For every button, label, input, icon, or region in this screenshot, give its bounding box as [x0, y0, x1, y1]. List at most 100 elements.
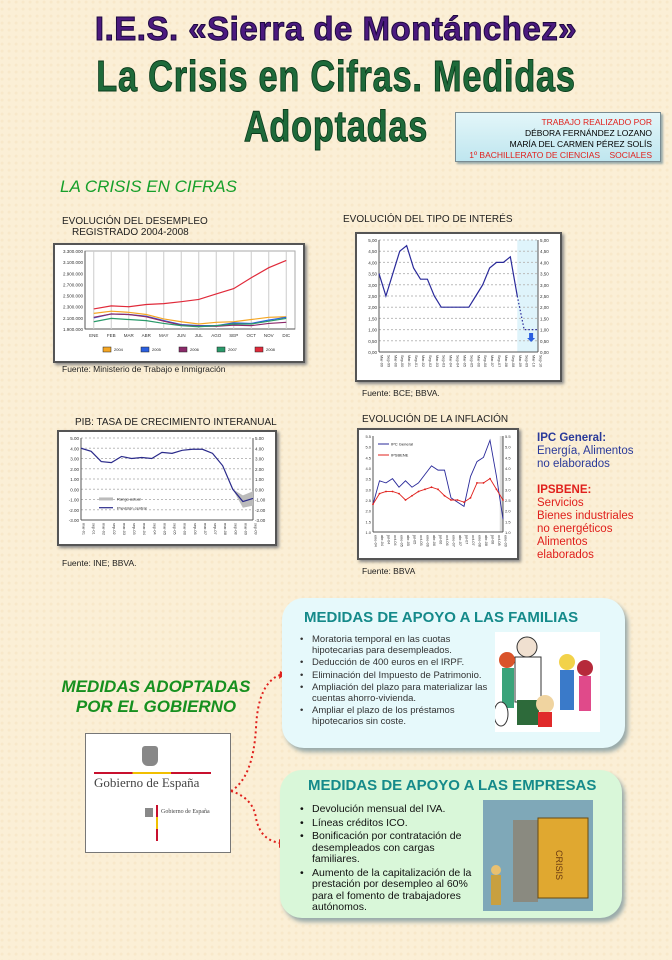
data-point	[450, 499, 452, 501]
y-tick-label-right: -3.00	[255, 518, 266, 523]
list-item: Bonificación por contratación de desempl…	[300, 830, 485, 866]
x-tick-label: sep-01	[92, 523, 96, 535]
x-tick-label: sep-02	[112, 523, 116, 535]
legend-swatch	[254, 346, 264, 353]
y-tick-label-right: 2,00	[540, 305, 549, 310]
y-tick-label-right: 2.0	[505, 509, 511, 514]
government-heading: MEDIDAS ADOPTADAS POR EL GOBIERNO	[50, 677, 262, 717]
inflation-chart: 5.5 5.5 5.0 5.0 4.5 4.5 4.0 4.0 3.5 3.5 3.0 3.0 2.5 2…	[357, 428, 519, 560]
credits-box: TRABAJO REALIZADO POR DÉBORA FERNÁNDEZ L…	[455, 112, 661, 162]
legend-label: 2008	[266, 347, 276, 352]
x-tick-label: Mar-08	[504, 355, 508, 367]
y-tick-label: 2.5	[365, 498, 371, 503]
x-tick-label: Sep-09	[525, 355, 529, 367]
series-line-2007	[93, 317, 287, 328]
y-tick-label-right: 4.0	[505, 466, 511, 471]
x-tick-label: oct-08	[497, 535, 501, 546]
y-tick-label: 4,50	[368, 249, 377, 254]
x-tick-label: sep-04	[152, 523, 156, 535]
list-item: Devolución mensual del IVA.	[300, 803, 485, 816]
legend-swatch	[102, 346, 112, 353]
ipsbene-title: IPSBENE:	[537, 484, 592, 496]
y-tick-label: 5,00	[368, 238, 377, 243]
x-tick-label: Sep-02	[428, 355, 432, 367]
chart-source: Fuente: BBVA	[362, 566, 416, 576]
data-point	[385, 490, 387, 493]
x-tick-label: sep-08	[233, 523, 237, 535]
list-item: Ampliación del plazo para materializar l…	[300, 682, 495, 704]
y-tick-label-right: 1,00	[540, 328, 549, 333]
y-tick-label: 2.0	[365, 509, 371, 514]
card-title: MEDIDAS DE APOYO A LAS FAMILIAS	[304, 609, 579, 626]
y-tick-label: -1.00	[69, 498, 80, 503]
list-item: Moratoria temporal en las cuotas hipotec…	[300, 634, 495, 656]
data-point	[443, 494, 446, 497]
y-tick-label: 3,00	[368, 283, 377, 288]
x-tick-label: sep-03	[132, 523, 136, 535]
x-tick-label: oct-07	[471, 535, 475, 546]
y-tick-label: 2.500.000	[63, 294, 84, 299]
data-point	[391, 490, 394, 493]
x-tick-label: Sep-10	[539, 355, 543, 367]
x-tick-label: ENE	[89, 333, 98, 338]
list-item: Aumento de la capitalización de la prest…	[300, 867, 485, 914]
y-tick-label: -3.00	[69, 518, 80, 523]
y-tick-label-right: 3.0	[505, 487, 511, 492]
x-tick-label: ene-04	[374, 535, 378, 547]
flag-stripe	[94, 772, 211, 774]
legend-label: IPC General	[391, 442, 413, 447]
y-tick-label-right: 3.00	[255, 457, 264, 462]
x-tick-label: ene-09	[504, 535, 508, 547]
legend-swatch	[99, 497, 113, 501]
list-item: Eliminación del Impuesto de Patrimonio.	[300, 670, 495, 682]
y-tick-label-right: 0,50	[540, 339, 549, 344]
y-tick-label: 2.100.000	[63, 316, 84, 321]
connector-arrows	[230, 671, 286, 848]
y-tick-label-right: 1.0	[505, 530, 511, 535]
x-tick-label: Mar-07	[490, 355, 494, 367]
gdp-chart: 5.00 5.00 4.00 4.00 3.00 3.00 2.00 2.00 1.00 1.00…	[57, 430, 277, 546]
book-title: CRISIS	[554, 850, 564, 880]
x-tick-label: Sep-03	[442, 355, 446, 367]
y-tick-label: 1.5	[365, 519, 371, 524]
y-tick-label: 5.5	[365, 434, 371, 439]
legend-label: 2006	[190, 347, 200, 352]
credits-line: DÉBORA FERNÁNDEZ LOZANO	[524, 128, 652, 138]
data-point	[411, 494, 413, 497]
x-tick-label: NOV	[264, 333, 274, 338]
x-tick-label: mar-04	[142, 523, 146, 535]
x-tick-label: MAY	[159, 333, 168, 338]
x-tick-label: Sep-99	[386, 355, 390, 367]
y-tick-label-right: 1,50	[540, 316, 549, 321]
legend-swatch	[140, 346, 150, 353]
down-arrow-icon	[527, 332, 536, 342]
x-tick-label: MAR	[124, 333, 135, 338]
y-tick-label-right: 3.5	[505, 477, 511, 482]
y-tick-label-right: 4.5	[505, 455, 511, 460]
data-point	[476, 482, 478, 484]
forecast-range-band	[232, 489, 253, 508]
y-tick-label-right: 5,00	[540, 238, 549, 243]
credits-line: 1º BACHILLERATO DE CIENCIAS SOCIALES	[469, 150, 652, 160]
y-tick-label-right: -2.00	[255, 508, 266, 513]
data-point	[495, 488, 498, 491]
y-tick-label-right: 0,00	[540, 350, 549, 355]
x-tick-label: JUN	[177, 333, 186, 338]
x-tick-label: jul-07	[465, 534, 469, 544]
x-tick-label: mar-03	[122, 523, 126, 535]
heading-line: MEDIDAS ADOPTADAS	[61, 677, 251, 696]
x-tick-label: ene-05	[400, 535, 404, 547]
x-tick-label: oct-06	[445, 535, 449, 546]
coat-of-arms-icon	[142, 746, 158, 766]
y-tick-label-right: 1.00	[255, 477, 264, 482]
data-point	[437, 488, 439, 491]
x-tick-label: mar-02	[102, 523, 106, 535]
x-tick-label: Sep-06	[483, 355, 487, 367]
interest-rate-chart: 5,00 5,00 4,50 4,50 4,00 4,00 3,50 3,50 3,00 3,00…	[355, 232, 562, 382]
y-tick-label: 1,50	[368, 316, 377, 321]
data-point	[417, 490, 420, 493]
ipsbene-line: Servicios	[537, 497, 584, 509]
y-tick-label-right: 5.0	[505, 445, 511, 450]
legend-swatch	[178, 346, 188, 353]
school-title: I.E.S. «Sierra de Montánchez»	[94, 10, 578, 48]
